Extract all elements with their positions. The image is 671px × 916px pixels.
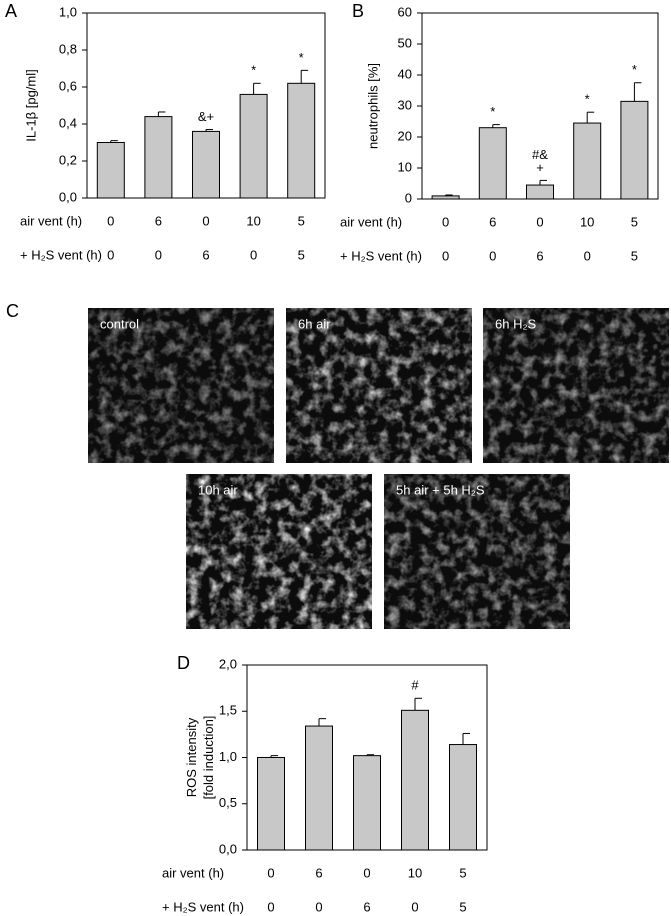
x-table-value: 5 [459, 865, 466, 880]
y-tick-label: 0,4 [59, 115, 77, 130]
bar [192, 130, 220, 199]
x-table-value: 0 [536, 214, 543, 229]
x-table-value: 6 [202, 247, 209, 262]
y-tick-label: 0,2 [59, 152, 77, 167]
x-table-value: 0 [411, 899, 418, 914]
y-tick-label: 0,6 [59, 78, 77, 93]
x-table-label: air vent (h) [20, 213, 82, 228]
x-table-value: 6 [315, 865, 322, 880]
y-tick-label: 0 [405, 190, 412, 205]
image-label: 10h air [198, 482, 238, 497]
y-axis-label: IL-1β [pg/ml] [23, 69, 38, 142]
x-table-value: 0 [489, 248, 496, 263]
micrograph-texture [186, 474, 372, 629]
x-table-value: 0 [584, 248, 591, 263]
y-tick-label: 2,0 [219, 656, 237, 671]
y-tick-label: 0,0 [219, 841, 237, 856]
x-table-value: 0 [363, 865, 370, 880]
x-table-value: 6 [363, 899, 370, 914]
bar [239, 93, 268, 199]
panel-letter: D [177, 653, 190, 673]
x-table-value: 0 [442, 214, 449, 229]
x-table-value: 6 [489, 214, 496, 229]
y-tick-label: 50 [398, 35, 412, 50]
x-table-label: + H₂S vent (h) [162, 899, 244, 914]
bar [526, 184, 554, 200]
x-table-value: 0 [315, 899, 322, 914]
image-label: 5h air + 5h H₂S [396, 482, 485, 497]
micrograph-texture [483, 308, 669, 463]
x-table-value: 5 [631, 248, 638, 263]
y-tick-label: 20 [398, 128, 412, 143]
x-table-label: air vent (h) [162, 865, 224, 880]
x-table-label: + H₂S vent (h) [20, 247, 102, 262]
y-tick-label: 10 [398, 159, 412, 174]
image-label: control [100, 316, 139, 331]
image-label: 6h H₂S [495, 316, 537, 331]
y-tick-label: 1,5 [219, 703, 237, 718]
x-table-value: 0 [267, 865, 274, 880]
x-table-label: air vent (h) [340, 214, 402, 229]
bar [353, 755, 381, 851]
x-table-value: 6 [536, 248, 543, 263]
bar [305, 725, 333, 851]
annotation: * [490, 104, 495, 119]
bar [620, 100, 649, 200]
annotation: # [411, 678, 419, 693]
y-tick-label: 0,0 [59, 189, 77, 204]
x-table-value: 10 [580, 214, 594, 229]
x-table-value: 0 [442, 248, 449, 263]
y-tick-label: 40 [398, 66, 412, 81]
x-table-value: 0 [250, 247, 257, 262]
x-table-value: 10 [408, 865, 422, 880]
y-tick-label: 0,8 [59, 41, 77, 56]
micrograph-texture [286, 308, 472, 463]
annotation: * [585, 92, 590, 107]
plot-frame [246, 664, 488, 851]
micrograph-texture [384, 474, 570, 629]
annotation: * [299, 50, 304, 65]
bar [257, 757, 285, 851]
y-axis-label: neutrophils [%] [365, 63, 380, 149]
x-table-value: 0 [155, 247, 162, 262]
y-tick-label: 60 [398, 4, 412, 19]
micrograph-texture [88, 308, 274, 463]
x-table-value: 6 [155, 213, 162, 228]
x-table-value: 5 [459, 899, 466, 914]
annotation: * [632, 62, 637, 77]
y-axis-label: [fold induction] [201, 716, 216, 800]
panel-letter: B [352, 1, 364, 21]
annotation: + [536, 160, 544, 175]
y-tick-label: 1,0 [219, 749, 237, 764]
panel-letter: A [5, 1, 17, 21]
annotation: &+ [198, 109, 214, 124]
panel-letter: C [6, 301, 19, 321]
x-table-value: 5 [631, 214, 638, 229]
x-table-value: 0 [107, 213, 114, 228]
x-table-value: 5 [298, 247, 305, 262]
bar [573, 122, 602, 200]
y-axis-label: ROS intensity [184, 717, 199, 797]
annotation: * [251, 63, 256, 78]
plot-frame [421, 12, 659, 200]
y-tick-label: 1,0 [59, 4, 77, 19]
x-table-value: 0 [267, 899, 274, 914]
y-tick-label: 30 [398, 97, 412, 112]
bar [144, 116, 173, 199]
plot-frame [86, 12, 326, 199]
image-label: 6h air [298, 316, 331, 331]
bar [478, 127, 507, 200]
x-table-value: 5 [298, 213, 305, 228]
x-table-value: 0 [107, 247, 114, 262]
bar [449, 744, 477, 851]
x-table-value: 10 [246, 213, 260, 228]
bar [287, 82, 316, 199]
bar [96, 142, 125, 199]
x-table-value: 0 [202, 213, 209, 228]
annotation: #& [532, 147, 548, 162]
x-table-label: + H₂S vent (h) [340, 248, 422, 263]
bar [401, 709, 429, 851]
y-tick-label: 0,5 [219, 795, 237, 810]
